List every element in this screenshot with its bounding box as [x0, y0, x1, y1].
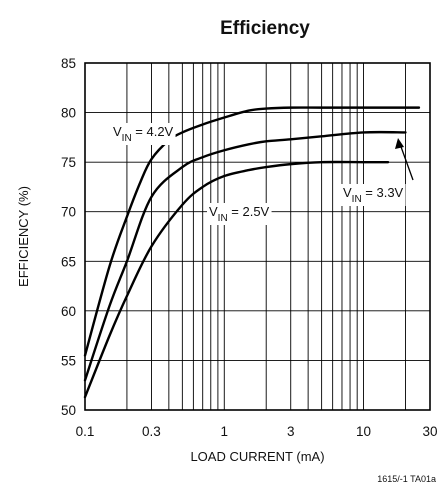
annotation-arrow-head [395, 138, 404, 149]
series-label-main: V [113, 124, 122, 139]
y-tick-label: 65 [61, 254, 76, 269]
series-label-subscript: IN [122, 133, 132, 144]
series-label: VIN = 2.5V [207, 203, 272, 225]
x-tick-label: 3 [287, 424, 295, 439]
y-tick-labels: 50 55 60 65 70 75 80 85 [61, 56, 76, 418]
series-label-background [341, 184, 406, 206]
series-label-text: VIN = 4.2V [113, 124, 174, 144]
series-label-suffix: = 3.3V [362, 185, 404, 200]
plot-frame [84, 62, 431, 411]
series-label-main: V [343, 185, 352, 200]
y-tick-label: 50 [61, 403, 76, 418]
y-tick-label: 75 [61, 155, 76, 170]
series-line-vin-2-5v [83, 160, 390, 399]
x-tick-label: 0.3 [142, 424, 161, 439]
series-label: VIN = 4.2V [111, 123, 176, 145]
y-tick-label: 85 [61, 56, 76, 71]
series-label-text: VIN = 2.5V [209, 204, 270, 224]
series-label-suffix: = 2.5V [228, 204, 270, 219]
series-label-suffix: = 4.2V [132, 124, 174, 139]
y-tick-label: 60 [61, 304, 76, 319]
series-label-subscript: IN [352, 194, 362, 205]
x-tick-label: 0.1 [76, 424, 95, 439]
series-label-main: V [209, 204, 218, 219]
x-tick-labels: 0.1 0.3 1 3 10 30 [76, 424, 438, 439]
series-label-background [207, 203, 272, 225]
chart-title: Efficiency [220, 18, 310, 39]
series-line-vin-3-3v [83, 130, 407, 382]
series-label: VIN = 3.3V [341, 184, 406, 206]
figure-footnote: 1615/-1 TA01a [377, 474, 436, 484]
series-label-background [111, 123, 176, 145]
annotation-arrow-shaft [399, 143, 414, 181]
y-tick-label: 70 [61, 205, 76, 220]
x-tick-label: 10 [356, 424, 371, 439]
x-tick-label: 30 [422, 424, 437, 439]
series-label-text: VIN = 3.3V [343, 185, 404, 205]
x-axis-label: LOAD CURRENT (mA) [190, 449, 324, 464]
y-tick-label: 80 [61, 106, 76, 121]
y-axis-label: EFFICIENCY (%) [16, 186, 31, 287]
series-line-vin-4-2v [83, 106, 421, 357]
series-label-subscript: IN [218, 213, 228, 224]
series-lines [83, 106, 421, 399]
x-tick-label: 1 [221, 424, 229, 439]
y-tick-label: 55 [61, 353, 76, 368]
